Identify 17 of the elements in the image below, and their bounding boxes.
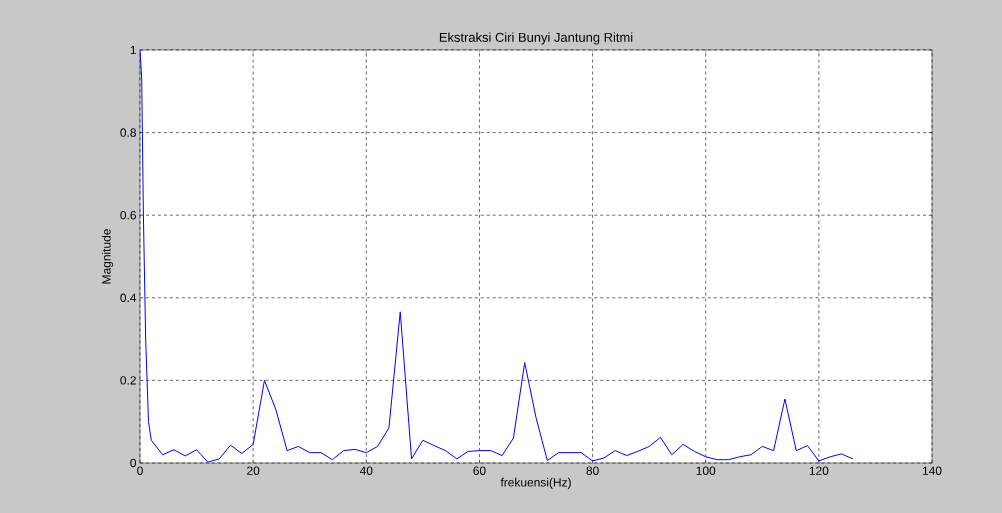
x-tick-label: 0 — [137, 466, 143, 475]
x-tick-label: 80 — [586, 466, 599, 475]
y-tick-label: 0.4 — [120, 293, 137, 303]
y-tick-label: 1 — [130, 45, 136, 55]
y-tick-label: 0 — [130, 458, 137, 468]
x-tick-label: 100 — [696, 466, 716, 475]
x-axis-title: frekuensi(Hz) — [500, 477, 571, 489]
y-axis-title: Magnitude — [101, 229, 114, 284]
x-tick-label: 140 — [922, 466, 942, 475]
x-tick-label: 60 — [473, 466, 486, 475]
y-tick-label: 0.8 — [120, 128, 136, 137]
y-tick-label: 0.2 — [120, 376, 136, 385]
x-tick-label: 40 — [359, 466, 373, 475]
x-tick-label: 20 — [247, 466, 260, 475]
chart-title: Ekstraksi Ciri Bunyi Jantung Ritmi — [439, 32, 633, 45]
x-tick-label: 120 — [809, 466, 829, 475]
y-tick-label: 0.6 — [120, 210, 136, 220]
